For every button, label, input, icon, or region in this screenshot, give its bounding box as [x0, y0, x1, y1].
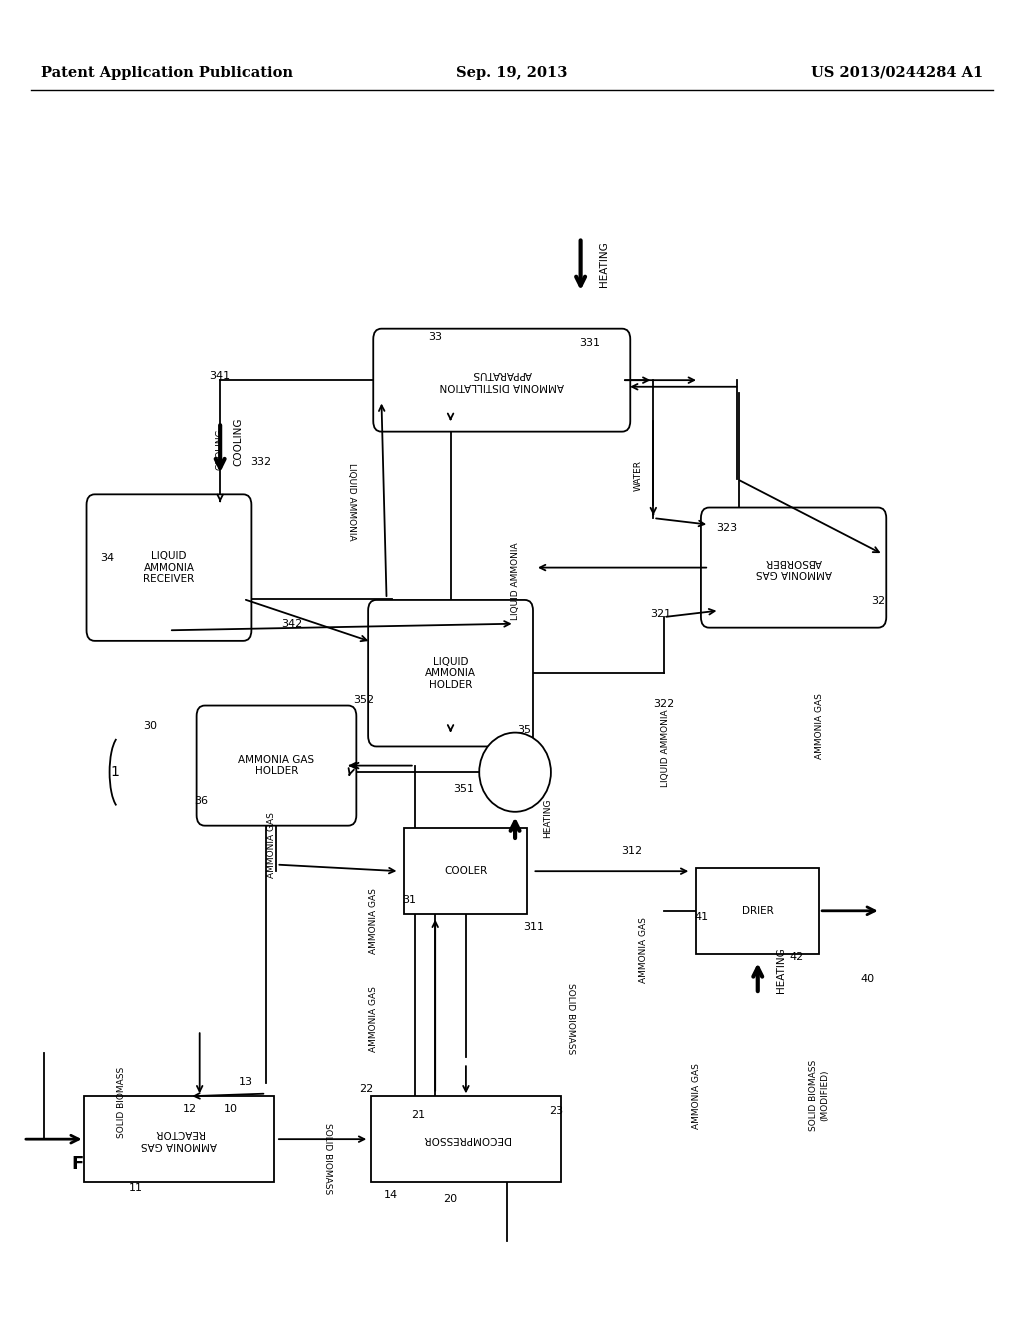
Text: 311: 311: [523, 921, 544, 932]
Text: LIQUID
AMMONIA
RECEIVER: LIQUID AMMONIA RECEIVER: [143, 550, 195, 585]
Text: 323: 323: [717, 523, 737, 533]
Text: COOLER: COOLER: [444, 866, 487, 876]
FancyBboxPatch shape: [700, 508, 886, 628]
Text: LIQUID AMMONIA: LIQUID AMMONIA: [511, 543, 519, 619]
Text: AMMONIA GAS: AMMONIA GAS: [370, 986, 378, 1052]
Text: COOLING: COOLING: [216, 428, 224, 470]
Text: 331: 331: [580, 338, 600, 348]
Text: DRIER: DRIER: [741, 906, 774, 916]
Text: LIQUID AMMONIA: LIQUID AMMONIA: [662, 710, 670, 787]
Text: HEATING: HEATING: [776, 948, 786, 993]
FancyBboxPatch shape: [369, 599, 532, 747]
Text: Sep. 19, 2013: Sep. 19, 2013: [457, 66, 567, 79]
Text: DECOMPRESSOR: DECOMPRESSOR: [422, 1134, 510, 1144]
Text: 10: 10: [223, 1104, 238, 1114]
Text: 13: 13: [239, 1077, 253, 1088]
Text: 33: 33: [428, 331, 442, 342]
Text: 14: 14: [384, 1189, 398, 1200]
Text: HEATING: HEATING: [544, 799, 552, 838]
Text: US 2013/0244284 A1: US 2013/0244284 A1: [811, 66, 983, 79]
FancyBboxPatch shape: [87, 495, 252, 642]
Text: AMMONIA GAS: AMMONIA GAS: [692, 1063, 700, 1129]
FancyBboxPatch shape: [197, 705, 356, 826]
Text: HEATING: HEATING: [599, 242, 609, 286]
Text: 41: 41: [694, 912, 709, 923]
Text: 341: 341: [210, 371, 230, 381]
Text: WATER: WATER: [634, 459, 642, 491]
Text: AMMONIA GAS: AMMONIA GAS: [639, 917, 647, 983]
Bar: [404, 829, 527, 913]
Ellipse shape: [479, 733, 551, 812]
Text: COOLING: COOLING: [233, 418, 244, 466]
Text: AMMONIA GAS: AMMONIA GAS: [370, 888, 378, 954]
Text: SOLID BIOMASS: SOLID BIOMASS: [566, 983, 574, 1055]
Text: LIQUID AMMONIA: LIQUID AMMONIA: [347, 463, 355, 540]
Text: AMMONIA GAS
ABSORBER: AMMONIA GAS ABSORBER: [756, 557, 831, 578]
Text: 35: 35: [517, 725, 531, 735]
Text: SOLID BIOMASS: SOLID BIOMASS: [118, 1067, 126, 1138]
Text: F I G . 1: F I G . 1: [72, 1155, 150, 1173]
Bar: [84, 1096, 273, 1183]
Text: 30: 30: [143, 721, 158, 731]
Text: 332: 332: [251, 457, 271, 467]
Text: 36: 36: [194, 796, 208, 807]
Text: AMMONIA GAS
REACTOR: AMMONIA GAS REACTOR: [141, 1129, 217, 1150]
Text: AMMONIA DISTILLATION
APPARATUS: AMMONIA DISTILLATION APPARATUS: [439, 370, 564, 391]
Text: 11: 11: [129, 1183, 143, 1193]
Text: 40: 40: [860, 974, 874, 985]
Text: 23: 23: [549, 1106, 563, 1117]
Text: SOLID BIOMASS: SOLID BIOMASS: [324, 1123, 332, 1195]
Text: 42: 42: [790, 952, 804, 962]
Text: 34: 34: [100, 553, 115, 564]
Text: 12: 12: [182, 1104, 197, 1114]
Text: SOLID BIOMASS
(MODIFIED): SOLID BIOMASS (MODIFIED): [810, 1060, 828, 1131]
Text: Patent Application Publication: Patent Application Publication: [41, 66, 293, 79]
Text: 312: 312: [622, 846, 642, 857]
Text: 31: 31: [402, 895, 417, 906]
Text: 22: 22: [359, 1084, 374, 1094]
Text: AMMONIA GAS: AMMONIA GAS: [815, 693, 823, 759]
Text: 20: 20: [443, 1193, 458, 1204]
Text: AMMONIA GAS
HOLDER: AMMONIA GAS HOLDER: [239, 755, 314, 776]
Text: 351: 351: [454, 784, 474, 795]
Text: 342: 342: [282, 619, 302, 630]
Text: 21: 21: [411, 1110, 425, 1121]
Bar: [372, 1096, 561, 1183]
FancyBboxPatch shape: [373, 329, 630, 432]
Text: 1: 1: [111, 766, 119, 779]
Text: AMMONIA GAS: AMMONIA GAS: [267, 812, 275, 878]
Text: LIQUID
AMMONIA
HOLDER: LIQUID AMMONIA HOLDER: [425, 656, 476, 690]
Bar: [696, 869, 819, 953]
Text: 352: 352: [353, 694, 374, 705]
Text: 322: 322: [653, 698, 674, 709]
Text: 32: 32: [871, 595, 886, 606]
Text: 321: 321: [650, 609, 671, 619]
